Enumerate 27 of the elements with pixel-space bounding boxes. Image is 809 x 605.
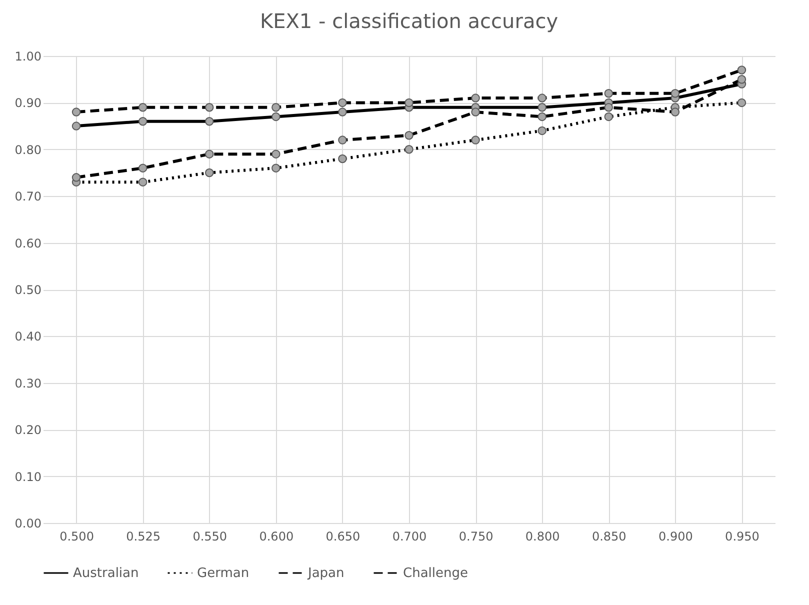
x-tick-label: 0.950 <box>725 530 760 544</box>
y-tick-label: 1.00 <box>14 50 42 64</box>
x-tick-label: 0.850 <box>592 530 626 544</box>
x-tick-label: 0.800 <box>525 530 560 544</box>
y-tick-label: 0.10 <box>14 470 42 484</box>
y-tick-label: 0.20 <box>14 423 42 438</box>
legend-label: German <box>197 566 250 581</box>
legend-label: Australian <box>73 566 139 581</box>
y-tick-label: 0.00 <box>14 516 42 530</box>
x-tick-label: 0.700 <box>392 530 427 544</box>
x-tick-label: 0.650 <box>326 530 360 544</box>
legend-label: Japan <box>307 566 344 581</box>
x-tick-label: 0.525 <box>126 530 160 544</box>
y-tick-label: 0.80 <box>14 142 42 157</box>
y-tick-label: 0.70 <box>14 190 42 204</box>
y-tick-label: 0.40 <box>14 330 42 344</box>
x-tick-label: 0.600 <box>259 530 294 544</box>
y-tick-label: 0.50 <box>14 283 42 297</box>
y-tick-label: 0.30 <box>14 376 42 390</box>
x-tick-label: 0.750 <box>458 530 494 544</box>
x-tick-label: 0.550 <box>192 530 228 544</box>
chart-title: KEX1 - classification accuracy <box>260 9 558 33</box>
x-tick-label: 0.900 <box>658 530 693 544</box>
y-tick-label: 0.60 <box>14 236 42 250</box>
x-tick-label: 0.500 <box>60 530 94 544</box>
y-tick-label: 0.90 <box>14 96 42 110</box>
legend-label: Challenge <box>403 566 468 581</box>
